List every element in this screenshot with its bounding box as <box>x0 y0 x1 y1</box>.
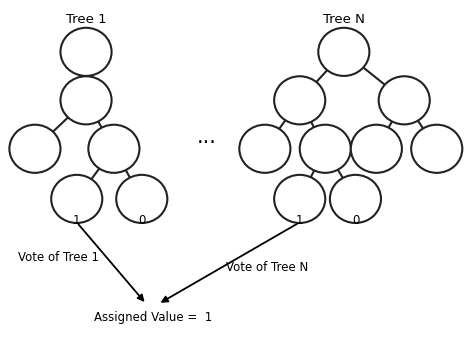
Text: ...: ... <box>197 127 217 147</box>
Text: Vote of Tree N: Vote of Tree N <box>226 261 308 274</box>
Text: Tree 1: Tree 1 <box>66 13 106 27</box>
Ellipse shape <box>9 125 61 173</box>
Text: 0: 0 <box>138 214 146 227</box>
Ellipse shape <box>61 76 111 124</box>
Ellipse shape <box>300 125 351 173</box>
Ellipse shape <box>88 125 139 173</box>
Ellipse shape <box>239 125 291 173</box>
Text: Assigned Value =  1: Assigned Value = 1 <box>94 311 212 324</box>
Ellipse shape <box>318 28 369 76</box>
Ellipse shape <box>379 76 430 124</box>
Text: 1: 1 <box>296 214 303 227</box>
Ellipse shape <box>274 175 325 223</box>
Text: Vote of Tree 1: Vote of Tree 1 <box>18 251 99 264</box>
Ellipse shape <box>330 175 381 223</box>
Text: Tree N: Tree N <box>323 13 365 27</box>
Ellipse shape <box>411 125 462 173</box>
Ellipse shape <box>51 175 102 223</box>
Ellipse shape <box>351 125 402 173</box>
Text: 1: 1 <box>73 214 81 227</box>
Text: 0: 0 <box>352 214 359 227</box>
Ellipse shape <box>61 28 111 76</box>
Ellipse shape <box>274 76 325 124</box>
Ellipse shape <box>116 175 167 223</box>
